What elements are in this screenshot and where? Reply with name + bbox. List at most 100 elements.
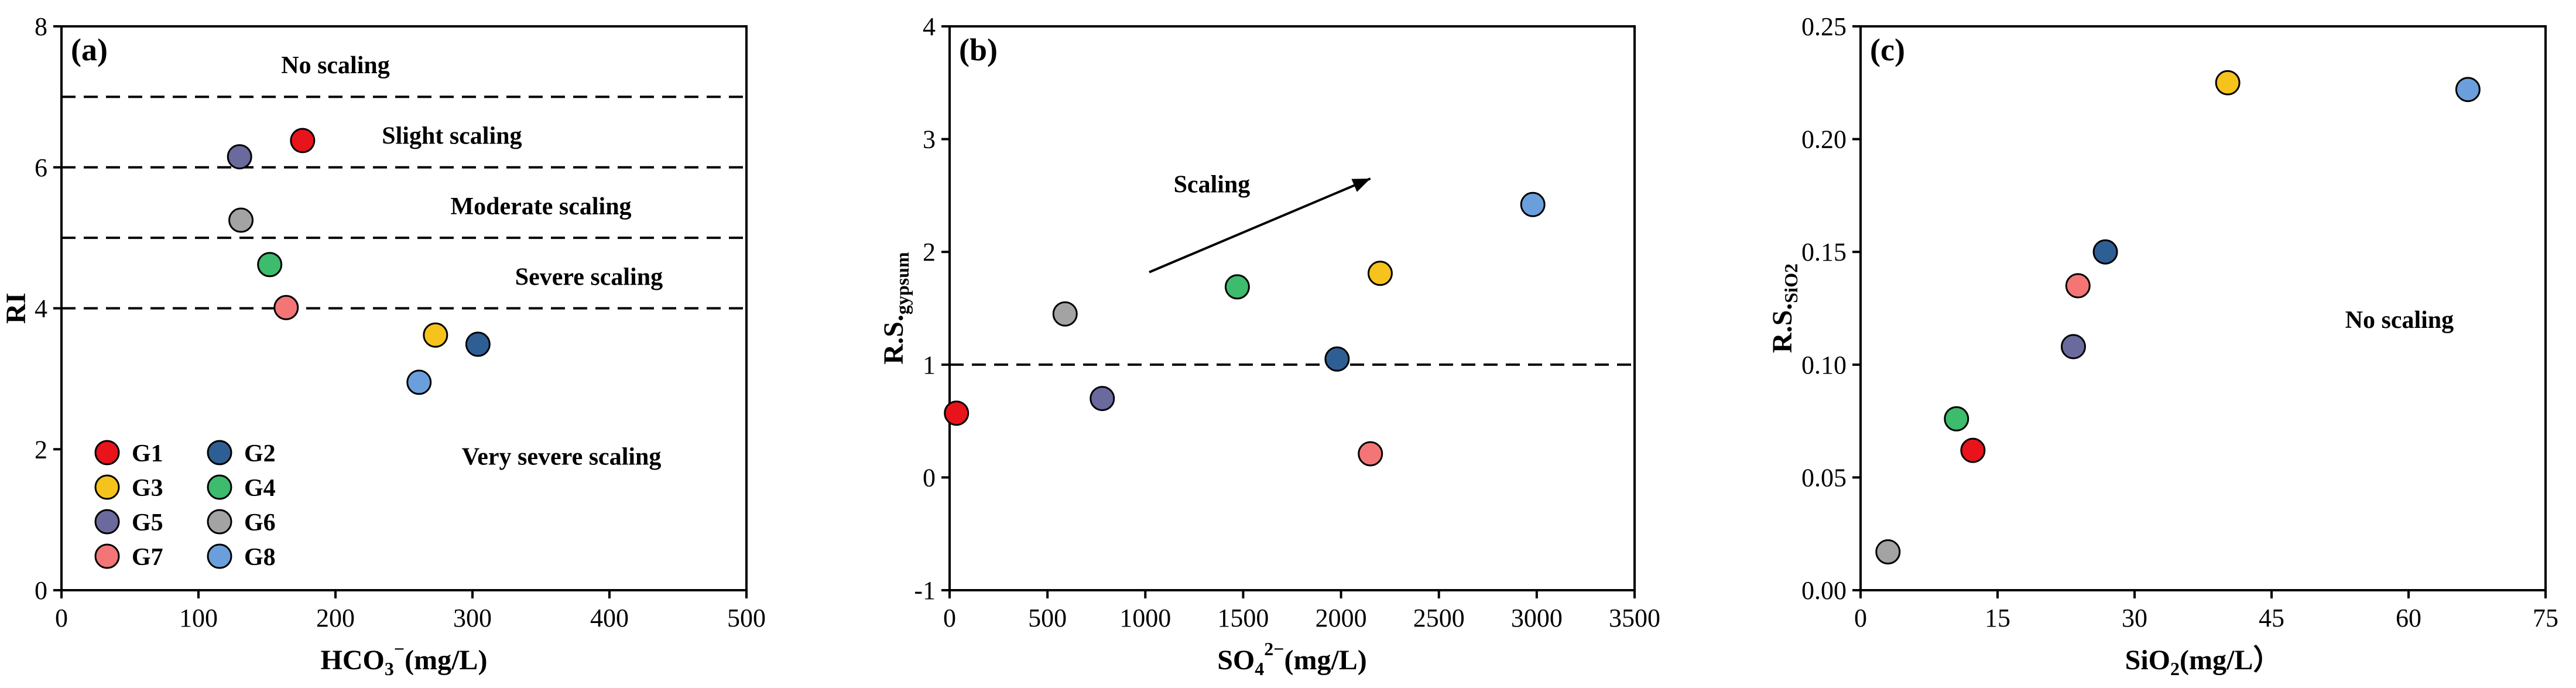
x-axis-label-main: SiO — [2125, 645, 2170, 676]
y-axis-label: R.S.SiO2 — [1767, 263, 1801, 353]
y-tick-label: 1 — [923, 351, 936, 379]
x-axis-label-sub: 2 — [2170, 658, 2180, 679]
x-tick-label: 45 — [2259, 604, 2284, 632]
y-tick-label: 2 — [35, 435, 47, 464]
x-tick-label: 2500 — [1413, 604, 1465, 632]
panel-label: (b) — [959, 32, 998, 67]
panel-a-chart: 0 100 200 300 400 500 0 2 4 6 8 (a) HCO3−(mg/L) RI No … — [1, 12, 766, 679]
panel-label: (c) — [1870, 32, 1905, 67]
legend-label: G2 — [244, 440, 276, 467]
annotation-label: Scaling — [1174, 172, 1251, 198]
panel-c-chart: 0 15 30 45 60 75 0.00 0.05 0.10 0.15 0.20 0.25 (c) Si… — [1767, 12, 2558, 679]
y-tick-label: 6 — [35, 153, 47, 182]
data-point-g5 — [1090, 386, 1115, 412]
data-point-g5 — [2060, 334, 2086, 360]
y-tick-label: 0.20 — [1801, 125, 1847, 154]
data-point-g6 — [1052, 301, 1078, 327]
plot-frame — [1859, 25, 2547, 591]
y-axis-label-main: R.S. — [878, 314, 909, 364]
x-tick-label: 0 — [55, 604, 68, 632]
y-tick-label: 4 — [923, 12, 936, 41]
data-point-g2 — [1324, 346, 1350, 372]
x-axis-label-sub: 4 — [1255, 658, 1264, 679]
data-point-g3 — [423, 322, 448, 348]
annotation-label: No scaling — [2345, 307, 2454, 334]
zone-label: Very severe scaling — [462, 443, 662, 470]
x-tick-label: 3000 — [1511, 604, 1563, 632]
legend-marker-g8 — [207, 543, 232, 569]
zone-label: Severe scaling — [515, 263, 663, 290]
y-tick-label: 0.00 — [1801, 576, 1847, 605]
data-point-g4 — [1224, 274, 1250, 300]
data-point-g1 — [1960, 437, 1986, 463]
x-tick-label: 500 — [1028, 604, 1067, 632]
data-point-g5 — [227, 144, 252, 170]
x-tick-label: 500 — [727, 604, 766, 632]
x-axis-label-tail: (mg/L) — [1284, 645, 1366, 676]
y-tick-label: 0 — [35, 576, 47, 605]
trend-arrow-head — [1351, 179, 1371, 192]
y-tick-label: 2 — [923, 238, 936, 266]
y-tick-label: 0.05 — [1801, 463, 1847, 492]
x-tick-label: 100 — [179, 604, 218, 632]
x-axis-label: SiO2(mg/L） — [2125, 645, 2282, 679]
legend-label: G8 — [244, 544, 276, 571]
y-tick-label: 0.15 — [1801, 238, 1847, 266]
x-axis-label-main: HCO — [321, 645, 385, 676]
data-point-g1 — [290, 128, 316, 153]
y-axis-label-main: R.S. — [1767, 303, 1798, 353]
x-tick-label: 1500 — [1217, 604, 1269, 632]
x-tick-label: 400 — [590, 604, 629, 632]
legend-marker-g4 — [207, 474, 232, 500]
data-point-g7 — [2065, 273, 2091, 299]
data-point-g7 — [273, 295, 299, 320]
data-point-g8 — [1520, 191, 1546, 217]
data-point-g2 — [465, 331, 491, 357]
zone-label: Slight scaling — [382, 123, 522, 150]
zone-label: No scaling — [281, 52, 390, 79]
y-tick-label: -1 — [914, 576, 936, 605]
x-tick-label: 60 — [2396, 604, 2421, 632]
x-tick-label: 2000 — [1316, 604, 1367, 632]
legend-marker-g3 — [94, 474, 120, 500]
data-point-g7 — [1358, 441, 1383, 467]
legend-marker-g6 — [207, 509, 232, 535]
x-tick-label: 15 — [1985, 604, 2010, 632]
x-axis-label-main: SO — [1217, 645, 1255, 676]
legend-label: G5 — [132, 509, 163, 536]
legend-label: G3 — [132, 475, 163, 502]
data-point-g8 — [2455, 77, 2481, 102]
y-axis-label: R.S.gypsum — [878, 252, 913, 364]
x-axis-label-tail: (mg/L) — [405, 645, 487, 676]
legend-marker-g1 — [94, 440, 120, 465]
x-axis-label: HCO3−(mg/L) — [321, 638, 488, 679]
y-axis-label-sub: SiO2 — [1780, 263, 1801, 303]
x-tick-label: 1000 — [1119, 604, 1171, 632]
trend-arrow-line — [1149, 177, 1371, 273]
y-tick-label: 0.10 — [1801, 351, 1847, 379]
data-point-g8 — [406, 369, 432, 395]
zone-label: Moderate scaling — [450, 193, 631, 220]
y-axis-label-sub: gypsum — [892, 252, 913, 314]
data-point-g4 — [257, 252, 283, 278]
legend-label: G4 — [244, 475, 276, 502]
x-axis-label: SO42−(mg/L) — [1217, 638, 1367, 679]
data-point-g4 — [1944, 406, 1969, 432]
data-point-g2 — [2092, 239, 2118, 265]
y-tick-label: 4 — [35, 295, 47, 323]
panel-b-chart: 0 500 1000 1500 2000 2500 3000 3500-101234(b)SO… — [878, 12, 1660, 679]
y-tick-label: 3 — [923, 125, 936, 154]
x-tick-label: 30 — [2122, 604, 2147, 632]
legend-label: G7 — [132, 544, 163, 571]
x-tick-label: 3500 — [1609, 604, 1660, 632]
x-tick-label: 0 — [943, 604, 956, 632]
y-tick-label: 0.25 — [1801, 12, 1847, 41]
data-point-g3 — [2215, 70, 2241, 95]
data-point-g3 — [1367, 261, 1393, 286]
legend-label: G1 — [132, 440, 163, 467]
y-tick-label: 8 — [35, 12, 47, 41]
x-tick-label: 200 — [316, 604, 355, 632]
legend-marker-g7 — [94, 543, 120, 569]
x-axis-label-sup: − — [394, 638, 405, 659]
